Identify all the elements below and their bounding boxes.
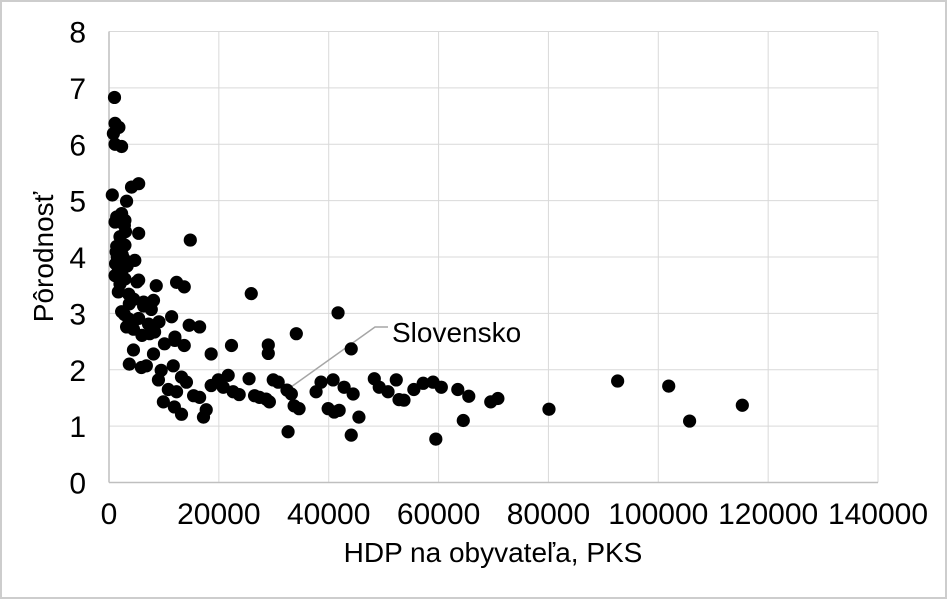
x-tick-label: 60000 xyxy=(397,498,480,531)
data-point xyxy=(735,398,749,412)
data-point xyxy=(682,414,697,428)
data-point xyxy=(242,372,256,386)
data-point xyxy=(196,410,211,424)
y-tick-label: 0 xyxy=(69,468,86,501)
data-point xyxy=(456,413,470,428)
data-point xyxy=(132,311,146,326)
data-point xyxy=(261,346,275,361)
x-tick-label: 20000 xyxy=(177,498,260,531)
data-point xyxy=(122,357,136,371)
data-point xyxy=(344,342,358,356)
y-axis-title: Pôrodnosť xyxy=(28,191,59,323)
x-tick-label: 0 xyxy=(101,498,118,531)
y-tick-label: 1 xyxy=(69,411,86,444)
data-point xyxy=(429,432,443,446)
data-point xyxy=(224,338,239,353)
data-point xyxy=(166,359,180,373)
data-point xyxy=(106,126,120,141)
x-tick-label: 120000 xyxy=(718,498,818,531)
data-point xyxy=(119,194,134,208)
y-tick-label: 7 xyxy=(69,73,86,106)
data-point xyxy=(157,337,172,351)
data-point xyxy=(289,327,303,341)
data-point xyxy=(284,387,298,401)
data-point xyxy=(204,347,218,361)
data-point xyxy=(111,285,125,299)
data-point xyxy=(149,279,163,293)
data-point xyxy=(132,226,146,240)
data-point xyxy=(327,405,341,419)
y-tick-label: 5 xyxy=(69,186,86,219)
y-tick-label: 8 xyxy=(69,17,86,50)
data-point xyxy=(177,338,191,353)
data-point xyxy=(262,395,276,409)
data-point xyxy=(346,387,360,401)
data-point xyxy=(326,373,340,387)
data-point xyxy=(126,343,141,357)
data-point xyxy=(397,393,411,407)
data-point xyxy=(144,302,158,317)
data-point xyxy=(292,402,306,416)
data-point xyxy=(337,380,351,394)
data-point xyxy=(244,287,258,301)
data-point xyxy=(389,373,403,387)
data-point xyxy=(611,374,625,388)
annotation-leader-line xyxy=(290,326,388,388)
data-point xyxy=(177,280,191,294)
data-point xyxy=(352,410,366,424)
x-tick-label: 140000 xyxy=(828,498,928,531)
y-tick-label: 4 xyxy=(69,242,86,275)
data-point xyxy=(130,275,144,289)
data-point xyxy=(182,318,196,332)
data-point xyxy=(183,233,197,247)
data-point xyxy=(165,310,179,324)
data-point xyxy=(135,328,149,342)
data-point xyxy=(281,425,295,439)
x-axis-title: HDP na obyvateľa, PKS xyxy=(343,537,643,568)
data-point xyxy=(204,378,218,393)
data-point xyxy=(462,389,476,403)
x-tick-label: 40000 xyxy=(287,498,370,531)
data-point xyxy=(216,380,230,394)
data-point xyxy=(179,375,194,389)
data-point xyxy=(134,360,149,375)
data-point xyxy=(662,379,676,393)
data-point xyxy=(124,180,139,194)
data-point xyxy=(381,385,395,399)
data-point xyxy=(451,382,465,397)
y-tick-label: 3 xyxy=(69,298,86,331)
data-point xyxy=(331,306,345,320)
data-point xyxy=(146,347,161,361)
data-point xyxy=(221,368,235,382)
data-point xyxy=(115,139,129,154)
data-point xyxy=(107,90,122,105)
data-point xyxy=(193,390,207,404)
data-point xyxy=(309,385,323,399)
data-point xyxy=(105,188,119,202)
data-point xyxy=(174,407,189,421)
data-point xyxy=(271,375,285,389)
x-tick-label: 80000 xyxy=(507,498,590,531)
data-point xyxy=(232,387,246,402)
data-point xyxy=(151,373,166,387)
data-point xyxy=(169,385,184,399)
x-tick-label: 100000 xyxy=(608,498,708,531)
data-point xyxy=(193,320,207,334)
data-point xyxy=(344,428,358,442)
data-point xyxy=(407,382,421,397)
data-point xyxy=(156,395,170,409)
y-tick-label: 2 xyxy=(69,355,86,388)
annotation-slovensko: Slovensko xyxy=(392,317,522,348)
data-point xyxy=(152,315,166,329)
data-point xyxy=(542,402,556,416)
data-point xyxy=(484,395,498,409)
data-point xyxy=(416,376,430,390)
y-tick-label: 6 xyxy=(69,129,86,162)
data-point xyxy=(434,380,448,394)
